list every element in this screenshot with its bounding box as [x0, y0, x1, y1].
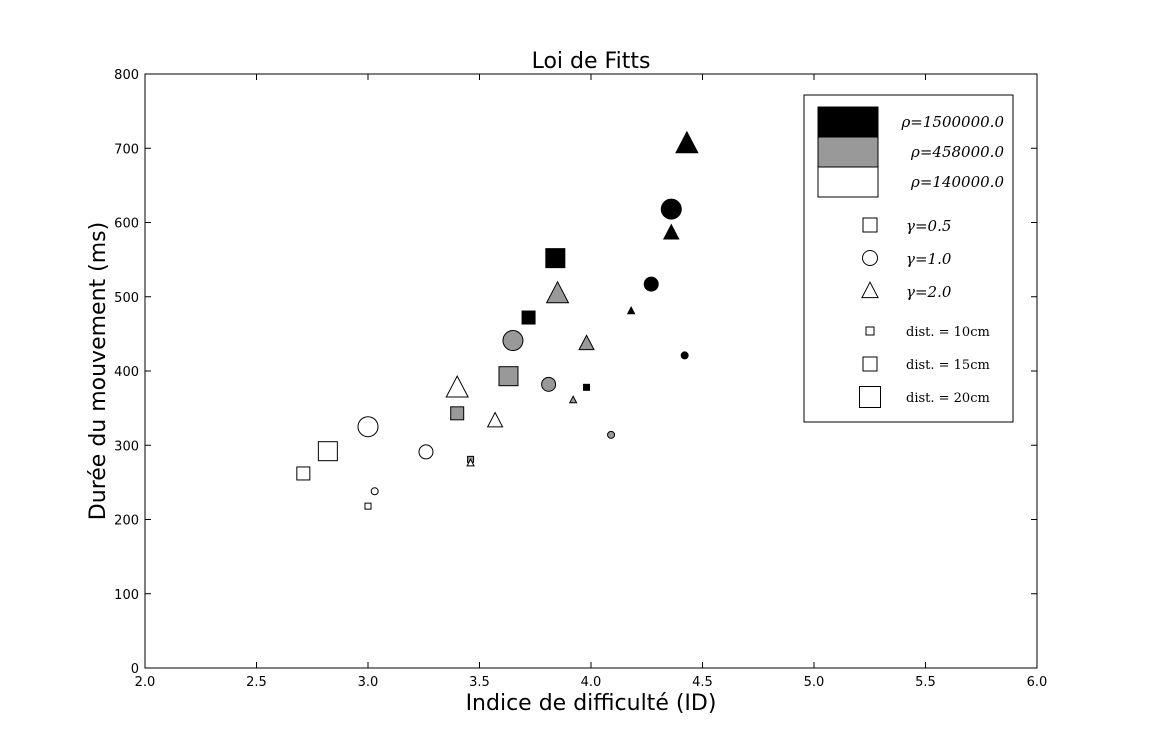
point-square [545, 248, 566, 269]
x-tick-label: 5.0 [804, 675, 825, 690]
legend-gamma-label: γ=0.5 [906, 217, 951, 235]
y-axis-ticks: 0 100 200 300 400 500 600 700 800 [114, 68, 1037, 677]
y-tick-label: 500 [114, 291, 139, 306]
legend-rho-label: ρ=458000.0 [910, 143, 1004, 161]
point-triangle [675, 130, 699, 154]
x-tick-label: 3.0 [358, 675, 379, 690]
x-axis-ticks: 2.0 2.5 3.0 3.5 4.0 4.5 5.0 5.5 6.0 [135, 74, 1048, 690]
x-tick-label: 5.5 [915, 675, 936, 690]
point-triangle [568, 395, 578, 404]
y-tick-label: 300 [114, 439, 139, 454]
legend-gamma-label: γ=1.0 [906, 250, 952, 268]
legend-dist-label: dist. = 20cm [906, 391, 990, 406]
legend-rho-patch [817, 106, 879, 138]
y-tick-label: 700 [114, 142, 139, 157]
y-tick-label: 800 [114, 68, 139, 83]
data-points [296, 130, 699, 510]
y-tick-label: 100 [114, 588, 139, 603]
legend: ρ=1500000.0 ρ=458000.0 ρ=140000.0 γ=0.5 γ=1.… [803, 94, 1014, 423]
legend-rho-label: ρ=1500000.0 [900, 113, 1004, 131]
point-triangle [466, 458, 475, 467]
legend-rho-patch [817, 136, 879, 168]
point-triangle [626, 305, 636, 315]
point-circle [418, 444, 434, 460]
chart-title: Loi de Fitts [532, 49, 651, 74]
point-triangle [445, 375, 469, 398]
legend-dist-marker [862, 356, 878, 372]
y-tick-label: 600 [114, 217, 139, 232]
point-triangle [486, 411, 504, 428]
point-triangle [545, 280, 570, 304]
x-tick-label: 4.5 [692, 675, 713, 690]
x-tick-label: 2.5 [246, 675, 267, 690]
x-tick-label: 3.5 [469, 675, 490, 690]
x-tick-label: 2.0 [135, 675, 156, 690]
legend-square-marker [862, 217, 878, 233]
plot-frame [144, 73, 1038, 669]
legend-circle-marker [862, 250, 878, 266]
legend-dist-label: dist. = 10cm [906, 325, 990, 340]
x-tick-label: 6.0 [1027, 675, 1048, 690]
point-circle [660, 198, 682, 220]
x-tick-label: 4.0 [581, 675, 602, 690]
point-circle [541, 376, 557, 392]
point-circle [643, 276, 659, 292]
point-square [498, 366, 519, 387]
legend-rho-patch [817, 166, 879, 198]
y-axis-label: Durée du mouvement (ms) [86, 222, 111, 520]
point-circle [680, 351, 689, 360]
legend-rho-label: ρ=140000.0 [910, 173, 1004, 191]
point-square [583, 383, 591, 391]
point-square [364, 502, 372, 510]
x-axis-label: Indice de difficulté (ID) [466, 691, 717, 716]
legend-gamma-label: γ=2.0 [906, 283, 952, 301]
point-square [317, 441, 338, 462]
y-tick-label: 200 [114, 514, 139, 529]
point-square [521, 310, 536, 325]
y-tick-label: 400 [114, 365, 139, 380]
point-circle [607, 430, 616, 439]
point-circle [370, 487, 379, 496]
legend-triangle-marker [861, 281, 879, 299]
legend-dist-label: dist. = 15cm [906, 358, 990, 373]
point-square [296, 466, 311, 481]
point-triangle [578, 334, 595, 351]
point-square [450, 406, 465, 421]
legend-dist-marker [859, 386, 881, 408]
point-triangle [662, 223, 680, 240]
point-circle [357, 416, 379, 438]
y-tick-label: 0 [131, 662, 139, 677]
point-circle [502, 330, 524, 352]
legend-dist-marker [865, 326, 875, 336]
